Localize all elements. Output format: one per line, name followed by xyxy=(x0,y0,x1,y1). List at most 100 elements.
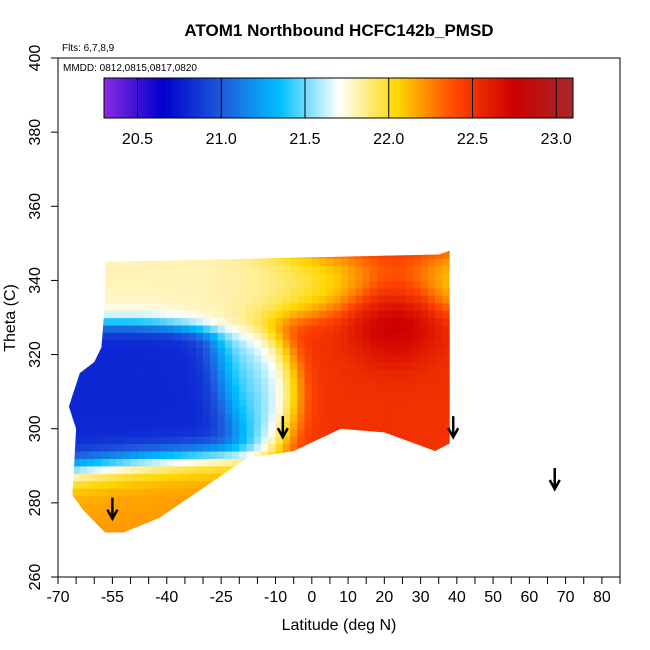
field-cell xyxy=(326,376,335,385)
field-cell xyxy=(232,317,240,326)
field-cell xyxy=(442,369,450,378)
field-cell xyxy=(340,332,349,341)
field-cell xyxy=(427,324,436,333)
field-cell xyxy=(290,384,298,393)
field-cell xyxy=(413,480,422,489)
field-cell xyxy=(297,265,306,274)
field-cell xyxy=(210,317,219,326)
field-cell xyxy=(311,391,320,400)
field-cell xyxy=(181,533,189,541)
field-cell xyxy=(413,428,422,437)
field-cell xyxy=(79,510,88,519)
field-cell xyxy=(203,502,211,511)
field-cell xyxy=(188,495,197,504)
field-cell xyxy=(166,465,175,474)
field-cell xyxy=(420,258,429,267)
field-cell xyxy=(340,361,349,370)
field-cell xyxy=(348,384,356,393)
field-cell xyxy=(116,369,124,378)
field-cell xyxy=(195,525,204,533)
field-cell xyxy=(79,517,88,526)
field-cell xyxy=(326,354,335,363)
field-cell xyxy=(58,444,66,452)
x-axis-label: Latitude (deg N) xyxy=(282,617,397,634)
field-cell xyxy=(348,258,356,267)
field-cell xyxy=(87,332,95,341)
field-cell xyxy=(435,295,443,304)
field-cell xyxy=(108,347,117,356)
field-cell xyxy=(340,443,349,452)
field-cell xyxy=(275,250,284,259)
field-cell xyxy=(224,384,233,393)
field-cell xyxy=(326,347,335,356)
field-cell xyxy=(427,287,436,296)
field-cell xyxy=(413,295,422,304)
field-cell xyxy=(239,369,248,378)
field-cell xyxy=(348,443,356,452)
field-cell xyxy=(391,384,400,393)
field-cell xyxy=(116,428,124,437)
field-cell xyxy=(391,250,400,252)
field-cell xyxy=(130,384,139,393)
field-cell xyxy=(435,250,443,259)
field-cell xyxy=(108,317,117,326)
field-cell xyxy=(282,413,291,422)
field-cell xyxy=(101,347,110,356)
field-cell xyxy=(130,339,139,348)
field-cell xyxy=(232,458,240,467)
field-cell xyxy=(290,347,298,356)
field-cell xyxy=(239,265,248,274)
field-cell xyxy=(224,295,233,304)
field-cell xyxy=(137,347,146,356)
field-cell xyxy=(261,502,269,511)
field-cell xyxy=(362,525,371,533)
field-cell xyxy=(326,480,335,489)
field-cell xyxy=(72,465,81,474)
field-cell xyxy=(398,384,407,393)
field-cell xyxy=(224,428,233,437)
field-cell xyxy=(130,391,139,400)
field-cell xyxy=(297,406,306,415)
field-cell xyxy=(340,399,349,408)
field-cell xyxy=(398,465,407,474)
field-cell xyxy=(174,384,182,393)
field-cell xyxy=(232,376,240,385)
field-cell xyxy=(130,413,139,422)
field-cell xyxy=(290,265,298,274)
field-cell xyxy=(145,324,153,333)
field-cell xyxy=(195,465,204,474)
field-cell xyxy=(253,421,262,430)
field-cell xyxy=(253,480,262,489)
field-cell xyxy=(239,399,248,408)
field-cell xyxy=(108,406,117,415)
field-cell xyxy=(79,450,88,459)
field-cell xyxy=(319,450,327,459)
field-cell xyxy=(174,525,182,533)
field-cell xyxy=(406,510,414,519)
field-cell xyxy=(348,428,356,437)
field-cell xyxy=(232,265,240,274)
field-cell xyxy=(68,310,74,319)
field-cell xyxy=(406,324,414,333)
field-cell xyxy=(362,502,371,511)
field-cell xyxy=(304,258,313,267)
field-cell xyxy=(68,287,74,296)
field-cell xyxy=(384,317,393,326)
field-cell xyxy=(369,465,378,474)
field-cell xyxy=(435,510,443,519)
field-cell xyxy=(355,502,364,511)
field-cell xyxy=(290,510,298,519)
field-cell xyxy=(333,347,342,356)
field-cell xyxy=(282,406,291,415)
field-cell xyxy=(123,273,132,282)
field-cell xyxy=(152,525,161,533)
field-cell xyxy=(130,295,139,304)
field-cell xyxy=(427,428,436,437)
field-cell xyxy=(384,450,393,459)
field-cell xyxy=(224,488,233,497)
field-cell xyxy=(275,406,284,415)
field-cell xyxy=(362,450,371,459)
field-cell xyxy=(369,480,378,489)
field-cell xyxy=(101,354,110,363)
field-cell xyxy=(152,250,161,259)
